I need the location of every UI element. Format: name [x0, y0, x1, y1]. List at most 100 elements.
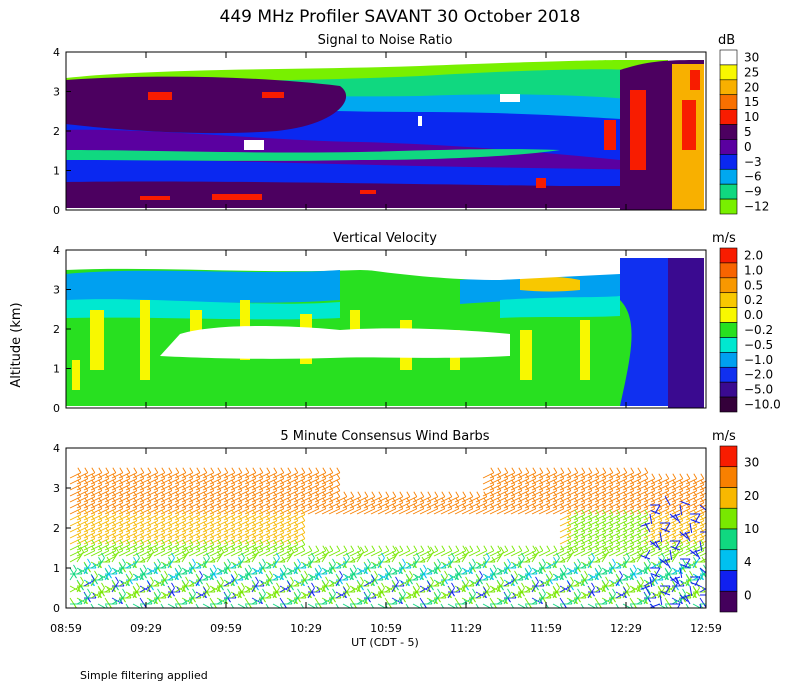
wind-barb-feather [693, 485, 698, 492]
wind-barb [699, 534, 706, 539]
wind-barb-feather [686, 575, 690, 581]
wind-barb-feather [316, 586, 321, 593]
wind-barb [139, 538, 152, 545]
wind-barb-feather [483, 545, 488, 552]
wind-barb [265, 550, 278, 557]
wind-barb-feather [476, 497, 481, 504]
wind-barb-feather [262, 588, 266, 595]
wind-barb-feather [399, 545, 404, 552]
wind-barb-feather [224, 515, 229, 522]
wind-barb [622, 550, 635, 557]
wind-barb-feather [73, 564, 77, 571]
wind-barb [251, 567, 263, 575]
wind-barb [594, 585, 606, 593]
wind-barb [461, 502, 474, 509]
wind-barb [265, 561, 277, 569]
wind-barb [188, 508, 201, 515]
wind-barb [181, 514, 194, 521]
wind-barb [104, 569, 112, 581]
wind-barb [293, 532, 306, 539]
wind-barb [251, 597, 263, 605]
wind-barb [461, 567, 473, 575]
wind-barb [629, 526, 642, 533]
wind-barb-feather [154, 473, 159, 480]
wind-barb [244, 502, 257, 509]
wind-barb [90, 538, 103, 545]
wind-barb-feather [350, 497, 355, 504]
colorbar-swatch [719, 487, 738, 509]
y-tick-label: 4 [53, 244, 60, 257]
wind-barb-feather [203, 473, 208, 480]
wind-barb [132, 532, 145, 539]
wind-barb-feather [609, 473, 614, 480]
wind-barb [426, 581, 434, 593]
wind-barb-feather [637, 521, 642, 528]
wind-barb-feather [98, 545, 103, 552]
wind-barb [174, 532, 187, 539]
wind-barb [489, 508, 502, 515]
wind-barb-feather [582, 562, 587, 569]
wind-barb-feather [182, 503, 187, 510]
y-tick-label: 1 [53, 562, 60, 575]
wind-barb [202, 514, 215, 521]
wind-barb [167, 526, 180, 533]
wind-barb [223, 472, 236, 479]
wind-barb [601, 551, 609, 563]
wind-barb [489, 569, 497, 581]
wind-barb [426, 567, 438, 575]
wind-barb-feather [546, 491, 551, 498]
wind-barb [195, 532, 208, 539]
wind-barb [139, 550, 152, 557]
wind-barb-feather [686, 539, 691, 546]
wind-barb-feather [630, 539, 635, 546]
wind-barb-feather [708, 546, 711, 551]
wind-barb-feather [196, 467, 201, 474]
wind-barb-feather [98, 533, 103, 540]
wind-barb-feather [645, 580, 650, 587]
snr-purple-upper [66, 76, 347, 134]
wind-barb [76, 496, 89, 503]
wind-barb [496, 490, 509, 497]
wind-barb-feather [623, 587, 627, 593]
wind-barb-feather [280, 539, 285, 546]
wind-barb [279, 502, 292, 509]
wind-barb [363, 550, 376, 557]
wind-barb-feather [210, 509, 215, 516]
wind-barb [433, 563, 441, 575]
wind-barb [216, 496, 229, 503]
wind-barb-feather [672, 509, 677, 516]
wind-barb-feather [98, 557, 102, 563]
wind-barb [608, 538, 621, 545]
wind-barb-feather [78, 568, 83, 575]
wind-barb [468, 508, 481, 515]
wind-barb-feather [575, 580, 580, 587]
wind-barb [314, 550, 327, 557]
wind-barb [279, 555, 291, 563]
wind-barb [76, 544, 89, 551]
wind-barb [608, 544, 621, 551]
wind-barb-feather [686, 503, 691, 510]
wind-barb [629, 585, 641, 593]
wind-barb [307, 502, 320, 509]
wind-barb-feather [588, 587, 592, 593]
wind-barb [447, 550, 460, 557]
wind-barb [321, 581, 329, 593]
wind-barb-feather [532, 491, 537, 498]
wind-barb-feather [665, 545, 670, 552]
wind-barb [279, 520, 292, 527]
wind-barb-feather [196, 533, 201, 540]
wind-barb-feather [630, 479, 635, 486]
wind-barb-feather [147, 509, 152, 516]
wind-barb [643, 544, 656, 551]
wind-barb [174, 472, 187, 479]
wind-barb-feather [434, 563, 438, 569]
wind-barb-feather [302, 562, 307, 569]
wind-barb-feather [682, 558, 686, 565]
wind-barb [601, 514, 614, 521]
wind-barb-feather [245, 485, 250, 492]
wind-barb-feather [511, 467, 516, 474]
wind-barb [517, 478, 530, 485]
colorbar-label: 10 [744, 110, 759, 124]
wind-barb-feather [84, 503, 89, 510]
wind-barb-feather [616, 521, 621, 528]
